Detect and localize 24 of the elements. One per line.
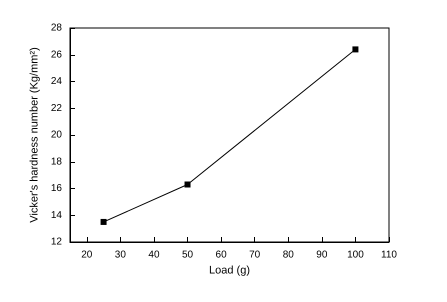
x-axis-title: Load (g) (209, 264, 250, 276)
x-tick-label: 70 (249, 250, 261, 260)
y-axis-title: Vicker's hardness number (Kg/mm²) (28, 47, 40, 223)
point (352, 46, 358, 52)
x-tick-label: 110 (381, 250, 398, 260)
x-tick-label: 100 (347, 250, 364, 260)
x-tick-label: 40 (148, 250, 160, 260)
y-tick-label: 20 (50, 130, 62, 140)
x-tick-label: 60 (216, 250, 228, 260)
y-tick-label: 14 (50, 210, 62, 221)
y-tick-label: 22 (50, 102, 62, 114)
point (184, 181, 191, 188)
y-tick-label: 24 (50, 76, 62, 87)
x-tick-label: 80 (282, 250, 294, 260)
x-tick-label: 50 (182, 250, 194, 260)
point (100, 218, 107, 225)
y-tick-label: 12 (50, 236, 62, 248)
x-tick-label: 20 (81, 250, 93, 260)
y-tick-label: 28 (50, 22, 62, 34)
y-tick-label: 18 (50, 156, 62, 168)
x-tick-label: 90 (316, 250, 328, 260)
y-tick-label: 26 (50, 49, 62, 60)
x-tick-label: 30 (114, 250, 126, 260)
y-tick-label: 16 (50, 183, 62, 194)
